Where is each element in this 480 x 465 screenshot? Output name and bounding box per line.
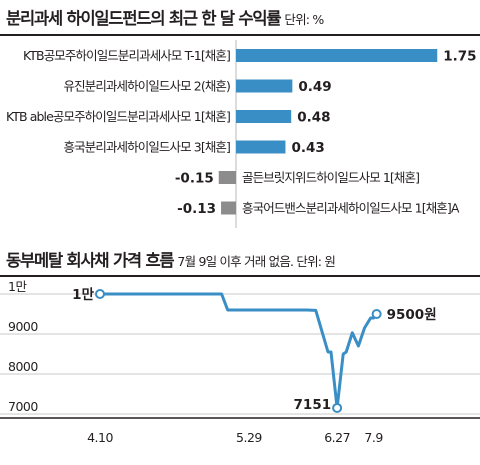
bar-category-label-1: 유진분리과세하이일드사모 2(채혼) <box>64 79 231 94</box>
x-tick-label-2: 6.27 <box>324 430 350 445</box>
bar-value-label-1: 0.49 <box>298 79 331 95</box>
line-chart-title-text: 동부메탈 회사채 가격 흐름 <box>6 251 175 270</box>
annotation-label-2: 9500원 <box>387 307 437 323</box>
bar-category-label-2: KTB able공모주하이일드분리과세사모 1[채혼] <box>6 109 230 124</box>
price-line <box>100 292 378 410</box>
bar-value-label-0: 1.75 <box>443 49 476 65</box>
bar-value-label-2: 0.48 <box>297 110 330 126</box>
y-tick-label-1: 9000 <box>8 319 38 334</box>
line-chart-subtitle: 7월 9일 이후 거래 없음. 단위: 원 <box>177 254 336 269</box>
y-tick-label-0: 1만 <box>8 279 27 294</box>
marker-2 <box>371 309 382 319</box>
bar-category-label-4: 골든브릿지위드하이일드사모 1[채혼] <box>242 170 419 185</box>
y-tick-label-3: 7000 <box>8 399 38 414</box>
annotation-label-1: 7151 <box>294 397 332 413</box>
bar-4 <box>218 171 236 184</box>
bar-category-label-5: 흥국어드밴스분리과세하이일드사모 1[채혼]A <box>242 201 460 216</box>
y-tick-label-2: 8000 <box>8 359 38 374</box>
bar-chart: KTB공모주하이일드분리과세사모 T-1[채혼] 1.75 유진분리과세하이일드사모… <box>6 40 477 228</box>
x-tick-label-3: 7.9 <box>364 430 383 445</box>
bar-chart-unit: 단위: % <box>284 12 324 27</box>
bar-chart-top-rule <box>0 34 480 36</box>
bar-1 <box>236 79 293 93</box>
x-tick-label-0: 4.10 <box>87 430 113 445</box>
line-chart-title: 동부메탈 회사채 가격 흐름 7월 9일 이후 거래 없음. 단위: 원 <box>6 247 336 271</box>
bar-2 <box>236 110 292 123</box>
bar-category-label-3: 흥국분리과세하이일드사모 3[채혼] <box>64 140 231 155</box>
bar-value-label-4: -0.15 <box>175 171 214 187</box>
bar-0 <box>236 49 438 62</box>
bar-5 <box>221 201 236 215</box>
bar-value-label-5: -0.13 <box>177 201 216 217</box>
marker-1 <box>332 402 343 413</box>
bar-category-label-0: KTB공모주하이일드분리과세사모 T-1[채혼] <box>23 48 230 63</box>
bar-value-label-3: 0.43 <box>291 140 324 156</box>
bar-chart-title: 분리과세 하이일드펀드의 최근 한 달 수익률 단위: % <box>6 5 324 29</box>
line-chart-top-rule <box>0 275 480 277</box>
x-tick-label-1: 5.29 <box>236 430 262 445</box>
bar-3 <box>236 140 286 154</box>
bar-chart-title-text: 분리과세 하이일드펀드의 최근 한 달 수익률 <box>6 9 282 28</box>
line-chart: 1만 9000 8000 7000 4.10 5.29 6.27 7.9 1만 7151 9500원 <box>0 279 480 445</box>
marker-0 <box>95 289 105 299</box>
annotation-label-0: 1만 <box>72 287 94 303</box>
